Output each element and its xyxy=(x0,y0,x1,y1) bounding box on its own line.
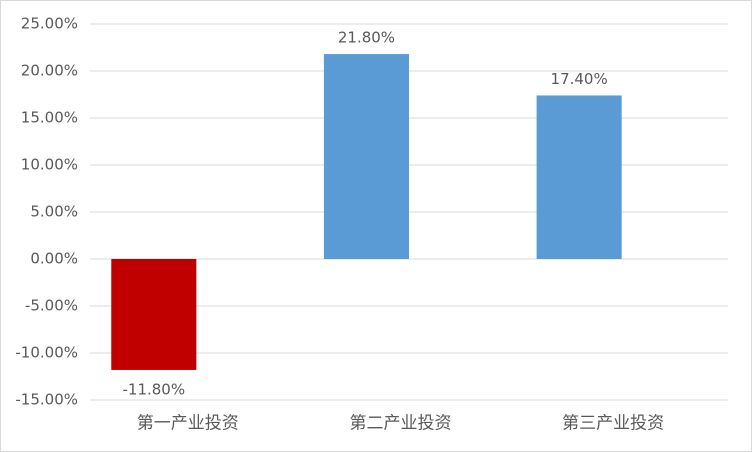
y-tick-label: 5.00% xyxy=(30,203,78,221)
value-label: -11.80% xyxy=(122,380,185,398)
y-tick-label: 20.00% xyxy=(21,62,78,80)
y-tick-label: 0.00% xyxy=(30,250,78,268)
x-tick-label: 第一产业投资 xyxy=(137,414,239,434)
y-tick-label: 10.00% xyxy=(21,156,78,174)
y-tick-label: -15.00% xyxy=(15,391,78,409)
x-tick-label: 第二产业投资 xyxy=(349,414,451,434)
y-tick-label: -10.00% xyxy=(15,344,78,362)
y-tick-label: 25.00% xyxy=(21,15,78,33)
value-label: 21.80% xyxy=(338,29,395,47)
bar xyxy=(536,95,622,259)
bar xyxy=(323,54,409,259)
y-tick-label: -5.00% xyxy=(25,297,78,315)
value-label: 17.40% xyxy=(551,70,608,88)
bar xyxy=(111,259,197,370)
x-tick-label: 第三产业投资 xyxy=(562,414,664,434)
y-tick-label: 15.00% xyxy=(21,109,78,127)
